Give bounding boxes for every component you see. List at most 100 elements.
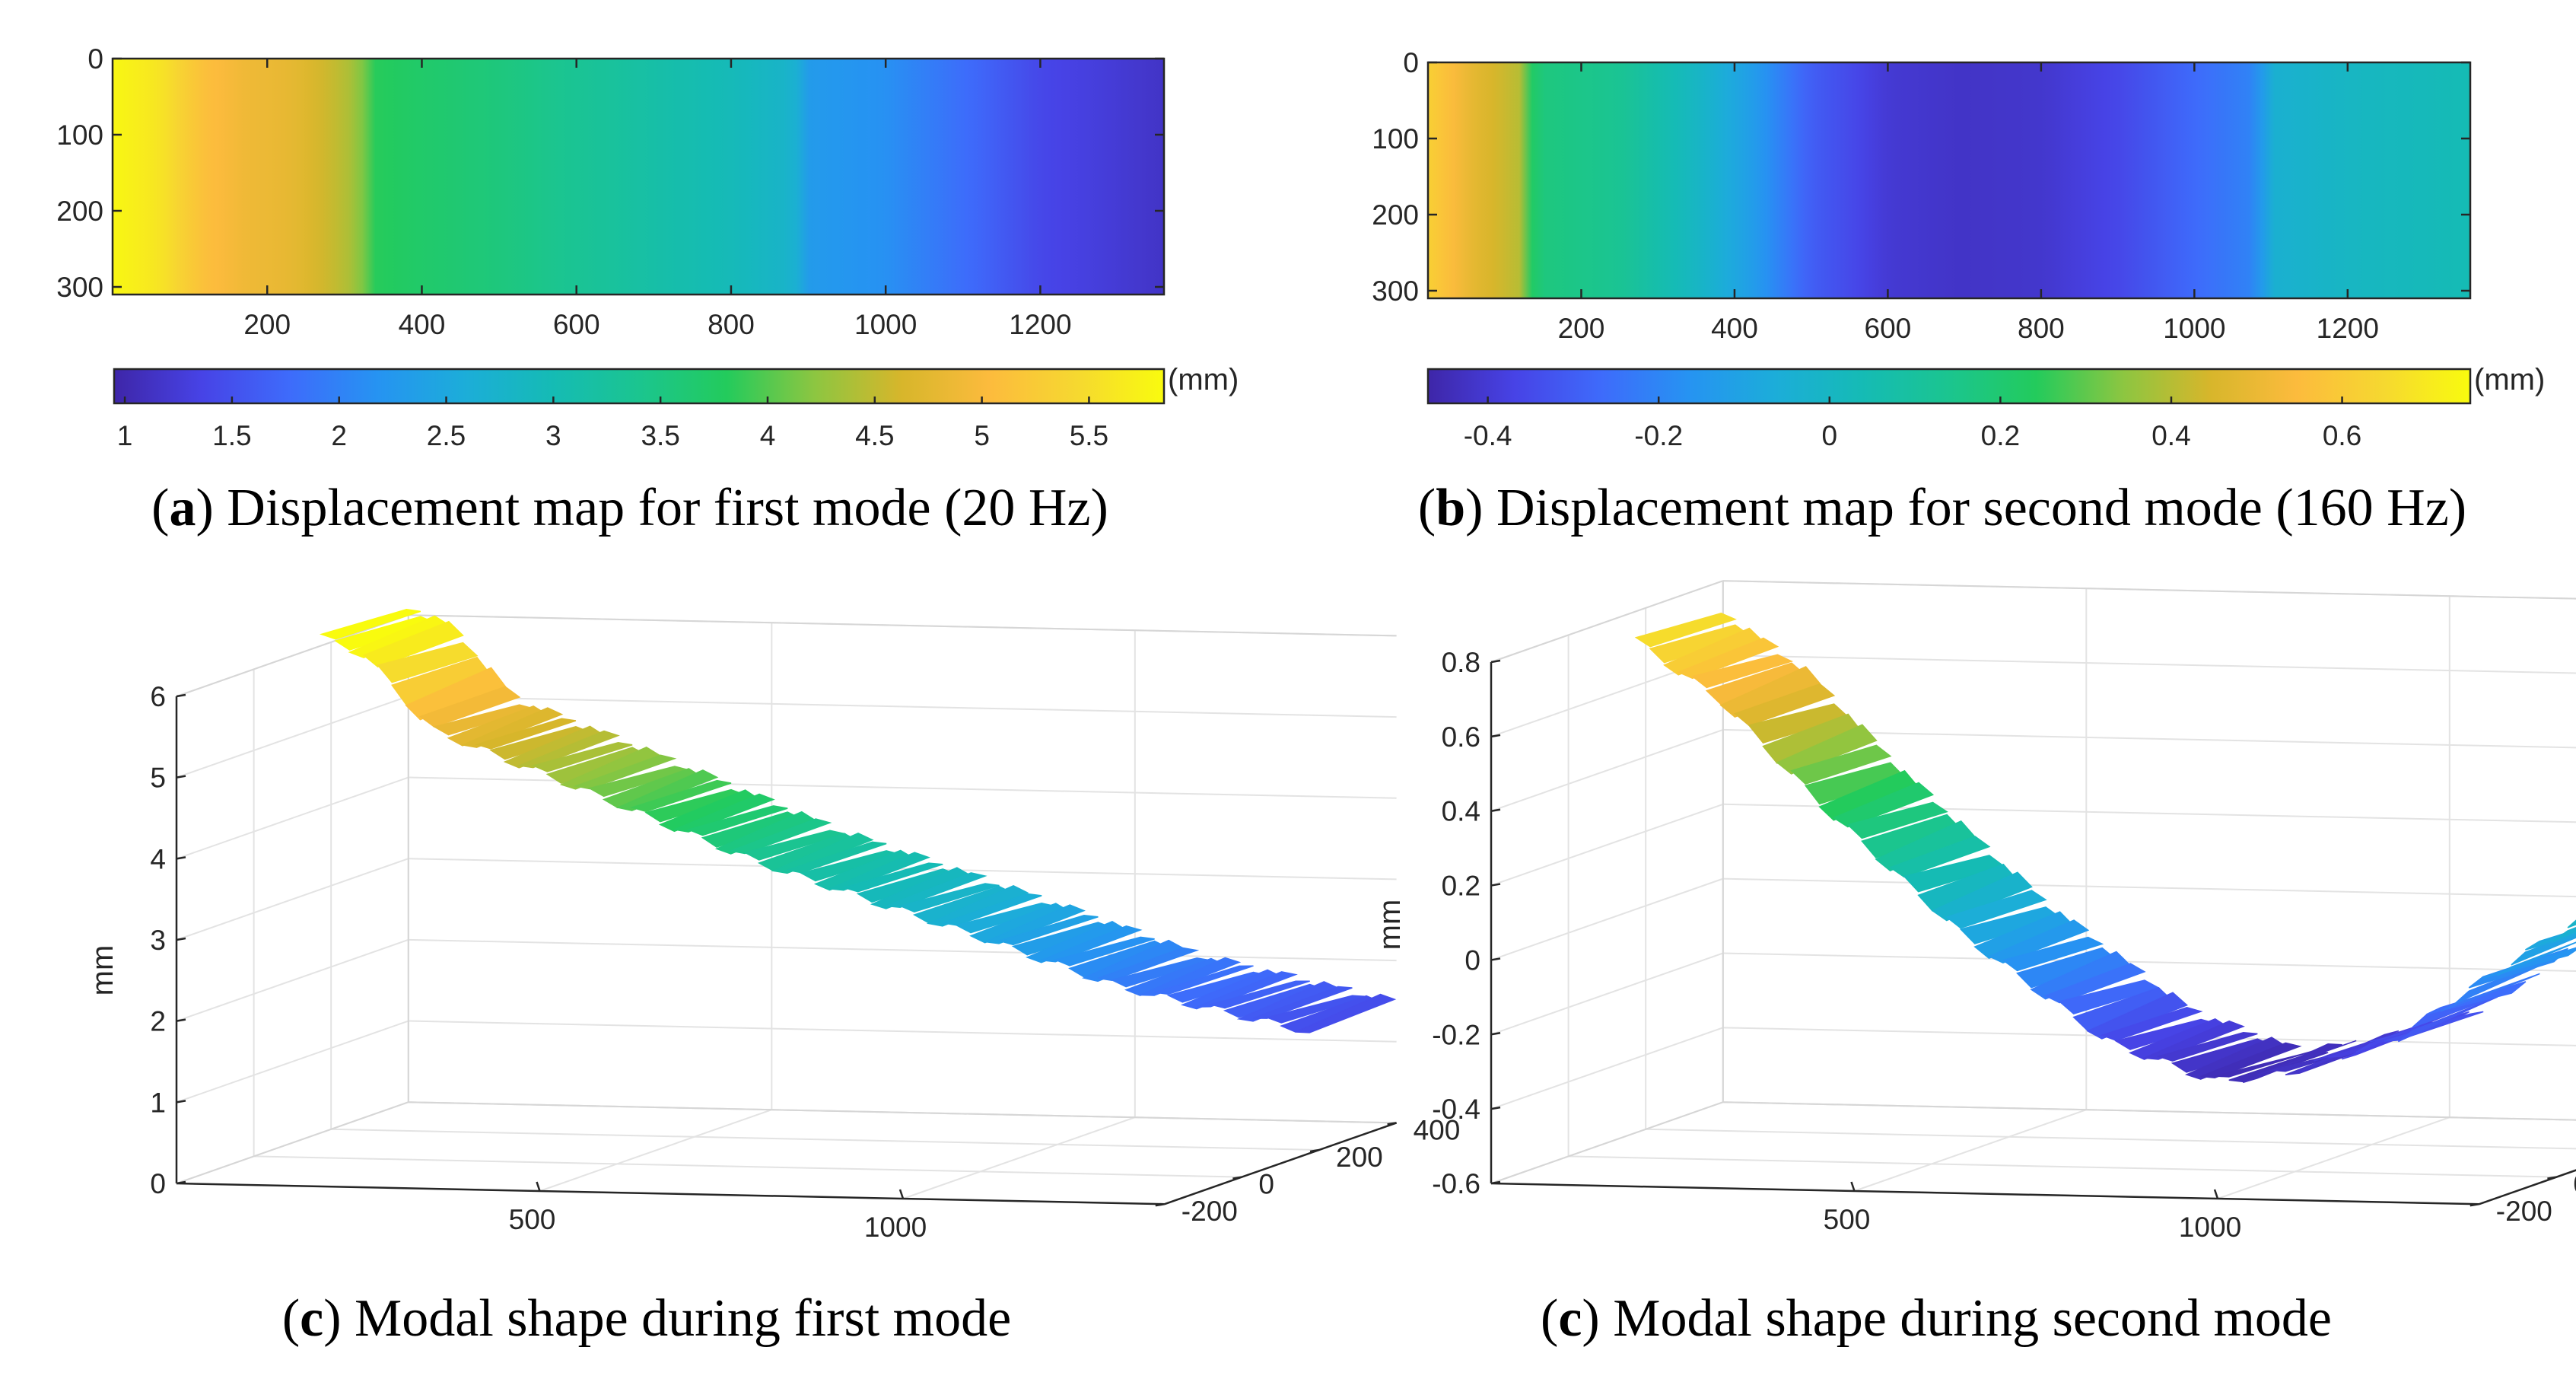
- panel-c2-z-tick-mark: [1490, 1106, 1501, 1110]
- panel-c1-surface-patch: [320, 609, 421, 640]
- panel-a-y-tick-label: 0: [87, 43, 103, 75]
- panel-a-colorbar-unit: (mm): [1168, 363, 1239, 397]
- panel-c2-surface-patch: [1945, 890, 2047, 929]
- panel-c2-surface-patch: [2043, 963, 2146, 1004]
- panel-c1-surface-patch: [771, 832, 874, 874]
- panel-c2-floor-grid-x: [1854, 1109, 2087, 1192]
- panel-c1-z-tick-mark: [176, 856, 186, 860]
- panel-c1-sidewall-grid-z: [176, 938, 409, 1022]
- panel-c1-z-tick-label: 0: [150, 1168, 166, 1199]
- panel-c1-surface-patch: [1097, 947, 1200, 981]
- panel-c1-z-tick-mark: [176, 1018, 186, 1022]
- panel-c2-surface-patch: [1776, 724, 1878, 775]
- panel-c2-z-tick-label: -0.4: [1432, 1094, 1480, 1125]
- panel-c1-x-tick-mark: [898, 1189, 905, 1199]
- panel-b-y-tick-label: 300: [1372, 275, 1419, 307]
- panel-c1-backwall-grid-z: [408, 938, 1397, 962]
- panel-b-colorbar-tick-label: -0.2: [1634, 420, 1683, 451]
- panel-a-x-tick-label: 800: [708, 309, 755, 340]
- panel-c2-sidewall-grid-z: [1490, 952, 1724, 1036]
- panel-c2-surface-patch: [1987, 919, 2090, 964]
- panel-c2-surface-patch: [2553, 927, 2576, 941]
- panel-a-caption: (a) Displacement map for first mode (20 …: [151, 479, 1108, 537]
- panel-c1-surface-patch: [377, 642, 479, 683]
- panel-c1-y-tick-mark: [1387, 1122, 1397, 1126]
- panel-c1-surface-patch: [942, 893, 1042, 926]
- panel-a-colorbar-tick-label: 3: [545, 420, 561, 451]
- panel-a-colorbar-tick-label: 2: [331, 420, 347, 451]
- panel-c1-floor-grid-y: [331, 1128, 1320, 1151]
- panel-c1-y-tick-mark: [1232, 1176, 1242, 1180]
- panel-c2-x-tick-mark: [1850, 1181, 1856, 1192]
- panel-c2-caption-letter: c: [1558, 1289, 1582, 1348]
- panel-c1-surface-patch: [475, 718, 577, 750]
- panel-a-colorbar: [114, 369, 1164, 403]
- panel-c1-surface-patch: [1208, 980, 1310, 1009]
- panel-c2-floor-grid-y: [1646, 1128, 2576, 1150]
- panel-b-x-tick-label: 1000: [2163, 313, 2225, 344]
- panel-c2-z-tick-mark: [1490, 957, 1501, 961]
- panel-b-colorbar-tick-label: 0.6: [2323, 420, 2361, 451]
- panel-b-caption-letter: b: [1436, 479, 1465, 537]
- panel-c2-surface-patch: [2496, 941, 2576, 976]
- panel-b-colorbar-tick-label: 0.2: [1981, 420, 2020, 451]
- panel-c1-surface-patch: [1295, 993, 1397, 1033]
- panel-c2-y-tick-label: -200: [2496, 1196, 2552, 1227]
- panel-b-y-tick-label: 100: [1372, 123, 1419, 154]
- panel-c1-z-tick-label: 6: [150, 681, 166, 712]
- panel-c2-z-tick-mark: [1490, 808, 1501, 812]
- panel-c2-surface-patch: [1677, 637, 1779, 680]
- panel-b-axes-frame: [1426, 61, 2472, 300]
- panel-c1-surface-patch: [1196, 971, 1298, 1008]
- panel-c1-surface-patch: [926, 884, 1029, 927]
- panel-c2-backwall-grid-z: [1722, 1027, 2576, 1046]
- panel-c2-z-label: mm: [1373, 900, 1407, 951]
- panel-c1-floor-grid-x: [539, 1109, 772, 1192]
- panel-c2-top-side-edge: [1490, 580, 1724, 663]
- panel-c2-y-tick-label: 0: [2573, 1169, 2576, 1200]
- panel-c2-surface-patch: [2142, 1020, 2245, 1060]
- panel-c2-y-tick-mark: [2469, 1202, 2480, 1207]
- panel-c2-surface-patch: [2567, 919, 2576, 928]
- panel-b-colorbar: [1428, 369, 2470, 403]
- panel-a-colorbar-tick-label: 4: [760, 420, 776, 451]
- panel-c2-sidewall-grid-z: [1490, 803, 1724, 887]
- panel-c1-z-tick-label: 3: [150, 925, 166, 956]
- panel-b-heatmap-image: [1428, 62, 2470, 298]
- panel-c1-z-tick-mark: [176, 1180, 186, 1185]
- panel-c2-surface-patch: [2086, 992, 2189, 1040]
- panel-c2-z-tick-mark: [1490, 659, 1501, 664]
- panel-c2-y-axis-line: [2479, 1169, 2576, 1205]
- panel-c2-z-tick-label: -0.2: [1432, 1019, 1480, 1050]
- panel-c2-sidewall-grid-z: [1490, 728, 1724, 812]
- panel-c2-z-tick-label: 0.2: [1442, 871, 1480, 902]
- panel-c2-surface-patch: [1790, 744, 1892, 785]
- panel-c2-sidewall-grid-z: [1490, 1027, 1724, 1110]
- panel-c2-surface-patch: [2156, 1032, 2258, 1062]
- panel-a-colorbar-tick-label: 1: [117, 420, 133, 451]
- panel-c1-z-tick-mark: [176, 1100, 186, 1104]
- panel-c2-backwall-grid-z: [1722, 952, 2576, 972]
- panel-c1-y-axis-line: [1164, 1122, 1398, 1205]
- panel-c2-surface-patch: [1832, 782, 1935, 828]
- panel-b-colorbar-unit: (mm): [2474, 363, 2545, 397]
- panel-c1-surface-patch: [1041, 925, 1143, 963]
- panel-c2-surface-patch: [1634, 613, 1737, 648]
- panel-c2-z-tick-label: 0.4: [1442, 796, 1480, 827]
- panel-c1-x-tick-label: 500: [509, 1204, 556, 1235]
- panel-c1-backwall-grid-z: [408, 1020, 1397, 1043]
- panel-c2-x-axis-line: [1490, 1182, 2479, 1205]
- panel-b-x-tick-label: 200: [1558, 313, 1605, 344]
- panel-c1-surface-patch: [531, 742, 633, 772]
- panel-b-x-tick-label: 800: [2018, 313, 2065, 344]
- panel-a-caption-text: ) Displacement map for first mode (20 Hz…: [196, 479, 1108, 537]
- panel-c2-x-tick-label: 500: [1824, 1204, 1871, 1235]
- panel-a-colorbar-tick-label: 1.5: [212, 420, 251, 451]
- panel-c2-modal-shape: -0.6-0.4-0.200.20.40.60.85001000-2000200…: [1373, 580, 2576, 1348]
- panel-c1-sidewall-grid-z: [176, 776, 409, 860]
- panel-b-caption-text: ) Displacement map for second mode (160 …: [1465, 479, 2466, 537]
- panel-b-colorbar-tick-label: 0: [1821, 420, 1837, 451]
- panel-a-displacement-map: 0 100 200 300 200 400 600 800 1000 1200 1 1.5 2 2.5…: [56, 43, 1239, 537]
- panel-c2-sidewall-grid-z: [1490, 877, 1724, 961]
- panel-c1-surface-patch: [460, 707, 564, 748]
